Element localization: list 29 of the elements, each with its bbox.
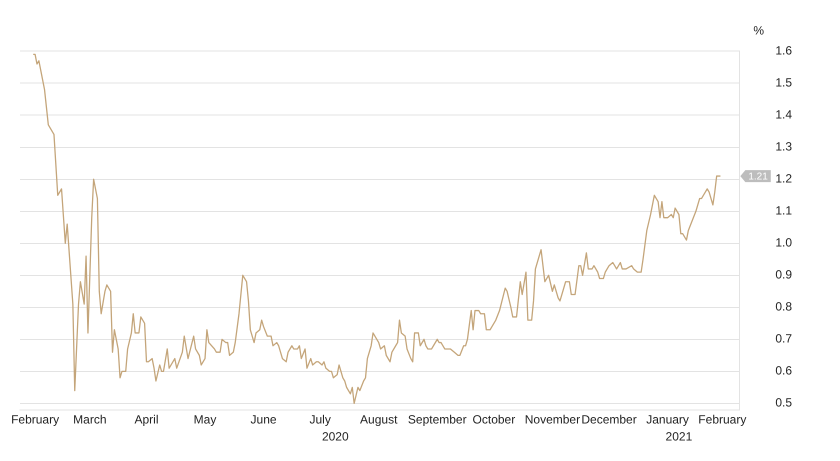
x-tick-label: October	[472, 412, 516, 426]
y-tick-label: 0.6	[775, 364, 792, 378]
x2-tick-label: 2021	[666, 430, 693, 444]
x-tick-label: April	[134, 412, 158, 426]
annotation: 1.21	[748, 171, 768, 182]
y-tick-label: 1.1	[775, 204, 792, 218]
y-tick-label: 1.3	[775, 140, 792, 154]
x-tick-label: August	[360, 412, 398, 426]
x-tick-label: November	[524, 412, 580, 426]
x-tick-label: May	[194, 412, 216, 426]
y-tick-label: 1.4	[775, 108, 792, 122]
y-tick-label: 1.5	[775, 76, 792, 90]
x-tick-label: January	[646, 412, 689, 426]
y-axis-title: %	[753, 24, 764, 38]
x2-tick-label: 2020	[322, 430, 349, 444]
x-tick-label: March	[73, 412, 107, 426]
y-tick-label: 0.8	[775, 300, 792, 314]
y-tick-label: 0.9	[775, 268, 792, 282]
y-tick-label: 1.6	[775, 44, 792, 58]
y-tick-label: 0.7	[775, 332, 792, 346]
x-tick-label: September	[408, 412, 467, 426]
y-tick-label: 1.0	[775, 236, 792, 250]
x-tick-label: December	[581, 412, 637, 426]
x-tick-label: February	[698, 412, 746, 426]
x-tick-label: June	[250, 412, 277, 426]
x-tick-label: February	[11, 412, 60, 426]
y-tick-label: 0.5	[775, 396, 792, 410]
y-tick-label: 1.2	[775, 172, 792, 186]
x-tick-label: July	[310, 412, 331, 426]
